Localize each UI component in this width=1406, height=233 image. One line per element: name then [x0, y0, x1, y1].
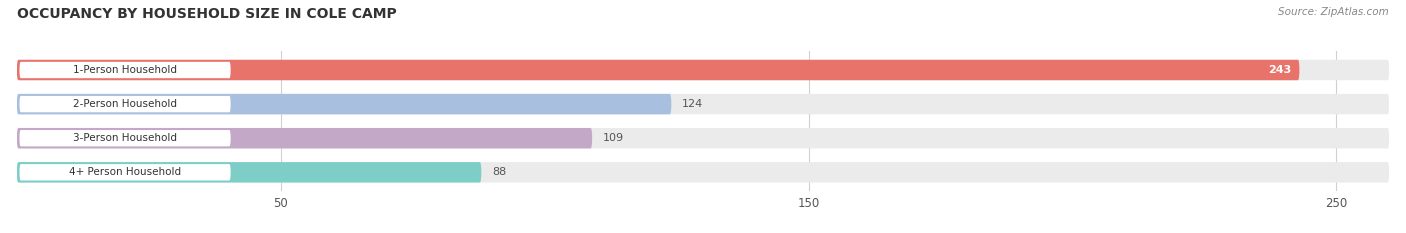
FancyBboxPatch shape	[17, 162, 481, 182]
FancyBboxPatch shape	[20, 164, 231, 181]
Text: 243: 243	[1268, 65, 1292, 75]
FancyBboxPatch shape	[17, 94, 671, 114]
FancyBboxPatch shape	[17, 128, 1389, 148]
FancyBboxPatch shape	[20, 96, 231, 112]
Text: 1-Person Household: 1-Person Household	[73, 65, 177, 75]
FancyBboxPatch shape	[17, 162, 1389, 182]
FancyBboxPatch shape	[17, 128, 592, 148]
FancyBboxPatch shape	[17, 60, 1389, 80]
Text: 109: 109	[603, 133, 624, 143]
FancyBboxPatch shape	[20, 130, 231, 146]
Text: 88: 88	[492, 167, 506, 177]
Text: 2-Person Household: 2-Person Household	[73, 99, 177, 109]
Text: OCCUPANCY BY HOUSEHOLD SIZE IN COLE CAMP: OCCUPANCY BY HOUSEHOLD SIZE IN COLE CAMP	[17, 7, 396, 21]
Text: 4+ Person Household: 4+ Person Household	[69, 167, 181, 177]
Text: 3-Person Household: 3-Person Household	[73, 133, 177, 143]
FancyBboxPatch shape	[20, 62, 231, 78]
Text: 124: 124	[682, 99, 703, 109]
FancyBboxPatch shape	[17, 60, 1299, 80]
FancyBboxPatch shape	[17, 94, 1389, 114]
Text: Source: ZipAtlas.com: Source: ZipAtlas.com	[1278, 7, 1389, 17]
